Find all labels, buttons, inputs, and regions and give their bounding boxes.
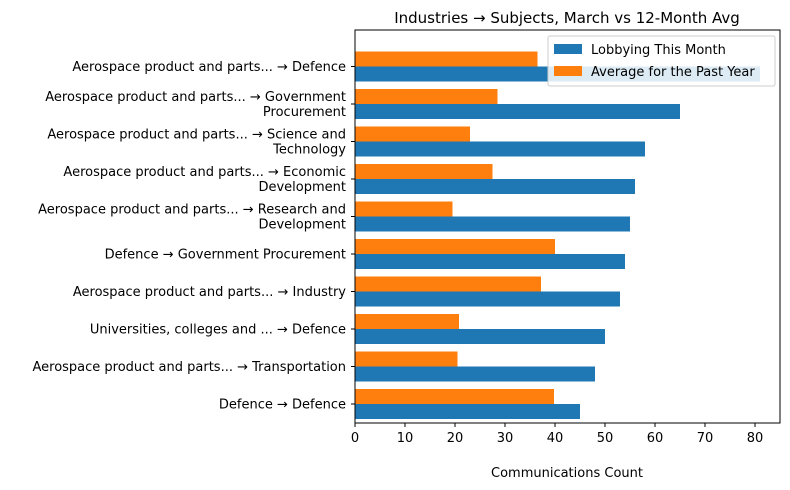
- y-tick-label-4-line-1: Development: [258, 218, 346, 233]
- y-tick-label-1-line-1: Procurement: [263, 105, 346, 120]
- y-tick-label-8-line-0: Aerospace product and parts... → Transpo…: [32, 360, 346, 375]
- x-axis-ticks: 0 10 20 30 40 50 60 70 80: [351, 423, 763, 446]
- x-tick-label-1: 10: [397, 431, 414, 446]
- bar-past-year-4: [355, 201, 453, 217]
- x-tick-label-5: 50: [597, 431, 614, 446]
- x-axis-label: Communications Count: [491, 466, 643, 481]
- x-tick-label-7: 70: [697, 431, 714, 446]
- bar-this-month-6: [355, 291, 620, 307]
- x-tick-label-2: 20: [447, 431, 464, 446]
- y-tick-label-3-line-0: Aerospace product and parts... → Economi…: [63, 165, 346, 180]
- legend-swatch-this-month: [554, 44, 582, 54]
- bar-this-month-7: [355, 329, 605, 344]
- bar-past-year-3: [355, 164, 493, 179]
- legend-swatch-past-year: [554, 66, 582, 76]
- bar-this-month-5: [355, 254, 625, 269]
- legend: Lobbying This Month Average for the Past…: [547, 35, 776, 87]
- bar-this-month-4: [355, 216, 630, 232]
- x-tick-label-0: 0: [351, 431, 359, 446]
- y-tick-label-2-line-0: Aerospace product and parts... → Science…: [47, 128, 346, 143]
- bar-past-year-6: [355, 276, 541, 292]
- y-tick-label-9-line-0: Defence → Defence: [219, 398, 346, 413]
- x-tick-label-6: 60: [647, 431, 664, 446]
- x-tick-label-4: 40: [547, 431, 564, 446]
- bar-past-year-7: [355, 314, 459, 329]
- bar-past-year-9: [355, 389, 554, 404]
- y-tick-label-4-line-0: Aerospace product and parts... → Researc…: [38, 203, 346, 218]
- bar-this-month-1: [355, 104, 680, 119]
- bar-this-month-3: [355, 179, 635, 194]
- bar-past-year-0: [355, 51, 538, 67]
- plot-frame: [354, 29, 781, 424]
- y-tick-label-0-line-0: Aerospace product and parts... → Defence: [72, 60, 346, 75]
- bar-this-month-8: [355, 366, 595, 382]
- bar-past-year-8: [355, 351, 458, 367]
- y-tick-label-2-line-1: Technology: [272, 143, 346, 158]
- y-tick-label-6-line-0: Aerospace product and parts... → Industr…: [73, 285, 346, 300]
- bar-this-month-9: [355, 404, 580, 419]
- y-tick-label-5-line-0: Defence → Government Procurement: [105, 248, 346, 263]
- legend-box: [547, 35, 776, 87]
- bar-past-year-5: [355, 239, 555, 254]
- x-tick-label-3: 30: [497, 431, 514, 446]
- y-tick-label-7-line-0: Universities, colleges and ... → Defence: [90, 323, 346, 338]
- bar-past-year-1: [355, 89, 498, 104]
- bar-past-year-2: [355, 126, 470, 142]
- y-axis-ticks: Aerospace product and parts... → Defence…: [32, 60, 355, 413]
- bar-this-month-2: [355, 141, 645, 157]
- legend-label-past-year: Average for the Past Year: [591, 65, 755, 80]
- plot-bars: [355, 51, 760, 419]
- y-tick-label-3-line-1: Development: [258, 180, 346, 195]
- legend-label-this-month: Lobbying This Month: [591, 43, 726, 58]
- chart-title: Industries → Subjects, March vs 12-Month…: [394, 9, 740, 27]
- x-tick-label-8: 80: [747, 431, 764, 446]
- y-tick-label-1-line-0: Aerospace product and parts... → Governm…: [45, 90, 346, 105]
